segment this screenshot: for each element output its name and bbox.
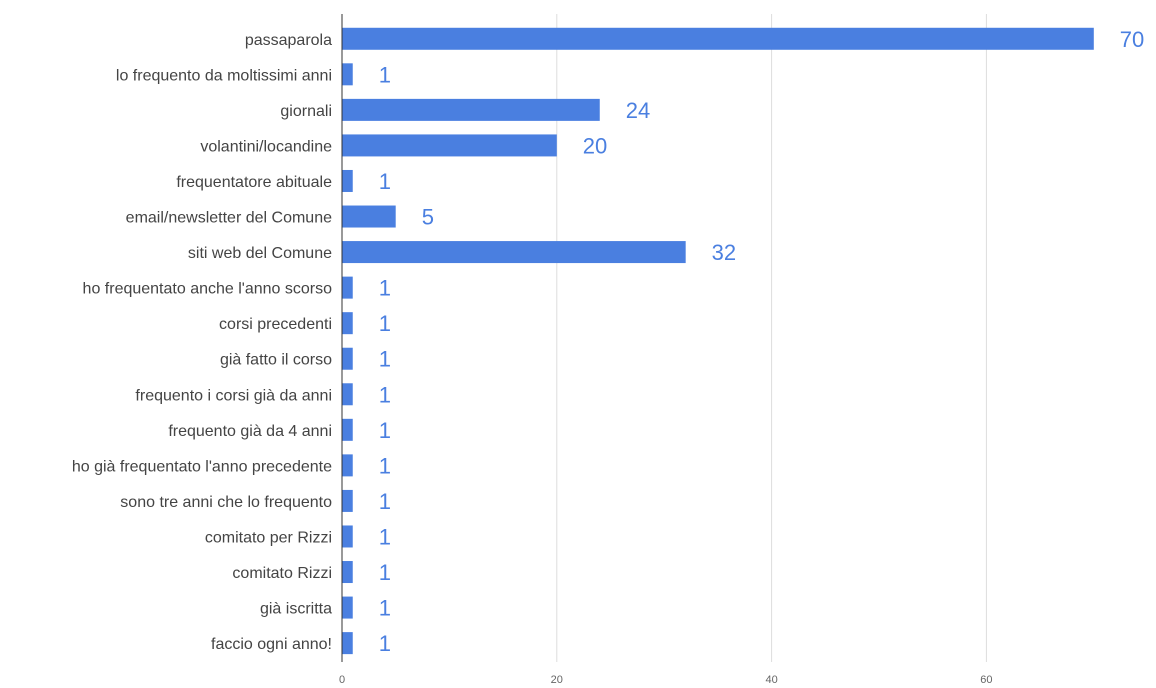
category-label: faccio ogni anno! <box>211 636 332 653</box>
bar <box>342 312 353 335</box>
data-label: 1 <box>379 453 391 478</box>
data-label: 1 <box>379 596 391 621</box>
bar <box>342 489 353 512</box>
category-label: volantini/locandine <box>200 138 332 155</box>
bar <box>342 383 353 406</box>
data-label: 1 <box>379 276 391 301</box>
x-tick-label: 40 <box>765 674 777 686</box>
bar <box>342 134 557 157</box>
category-label: comitato per Rizzi <box>205 529 332 546</box>
category-label: sono tre anni che lo frequento <box>120 494 332 511</box>
labels: 0 20 40 60 passaparola 70 lo frequento da molt… <box>72 27 1144 686</box>
x-tick-label: 0 <box>339 674 345 686</box>
bar <box>342 241 686 264</box>
bar <box>342 525 353 548</box>
data-label: 1 <box>379 418 391 443</box>
bar <box>342 169 353 192</box>
bar <box>342 98 600 121</box>
category-label: giornali <box>280 103 332 120</box>
category-label: siti web del Comune <box>188 245 332 262</box>
category-label: frequento i corsi già da anni <box>135 387 332 404</box>
category-label: frequento già da 4 anni <box>168 423 332 440</box>
data-label: 32 <box>712 240 736 265</box>
data-label: 1 <box>379 489 391 514</box>
bar <box>342 276 353 299</box>
data-label: 24 <box>626 98 650 123</box>
x-tick-label: 60 <box>980 674 992 686</box>
data-label: 5 <box>422 205 434 230</box>
bar <box>342 454 353 477</box>
bar <box>342 205 396 228</box>
bar <box>342 632 353 655</box>
bar <box>342 418 353 441</box>
data-label: 70 <box>1120 27 1144 52</box>
data-label: 1 <box>379 347 391 372</box>
category-label: passaparola <box>245 32 332 49</box>
x-tick-label: 20 <box>551 674 563 686</box>
gridlines <box>556 14 987 662</box>
category-label: ho già frequentato l'anno precedente <box>72 458 332 475</box>
category-label: email/newsletter del Comune <box>126 210 332 227</box>
data-label: 20 <box>583 133 607 158</box>
data-label: 1 <box>379 311 391 336</box>
category-label: frequentatore abituale <box>176 174 332 191</box>
bar <box>342 596 353 619</box>
bar <box>342 561 353 584</box>
category-label: comitato Rizzi <box>232 565 332 582</box>
category-label: già iscritta <box>260 601 332 618</box>
data-label: 1 <box>379 382 391 407</box>
data-label: 1 <box>379 631 391 656</box>
category-label: lo frequento da moltissimi anni <box>116 67 332 84</box>
category-label: ho frequentato anche l'anno scorso <box>83 281 333 298</box>
data-label: 1 <box>379 169 391 194</box>
bar <box>342 347 353 370</box>
category-label: già fatto il corso <box>220 352 332 369</box>
bars <box>342 27 1094 655</box>
bar <box>342 63 353 86</box>
data-label: 1 <box>379 524 391 549</box>
category-label: corsi precedenti <box>219 316 332 333</box>
bar <box>342 27 1094 50</box>
data-label: 1 <box>379 560 391 585</box>
data-label: 1 <box>379 62 391 87</box>
